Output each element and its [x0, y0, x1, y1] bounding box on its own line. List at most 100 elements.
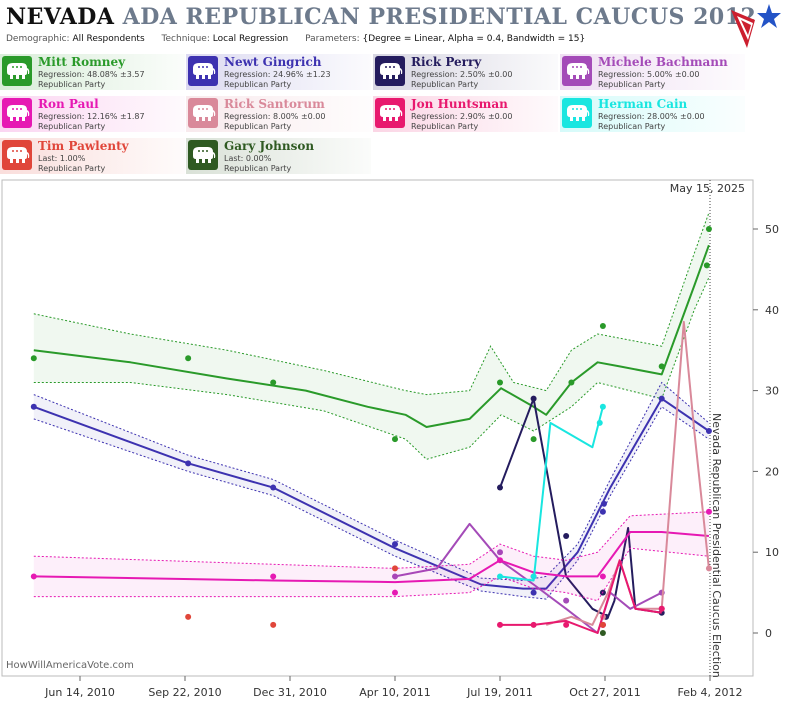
- data-point: [497, 379, 503, 386]
- data-point: [530, 436, 537, 443]
- data-point: [497, 557, 503, 564]
- title-bar: NEVADA ADA REPUBLICAN PRESIDENTIAL CAUCU…: [6, 4, 756, 34]
- candidate-name: Gary Johnson: [224, 139, 315, 153]
- candidate-card[interactable]: Newt Gingrich Regression: 24.96% ±1.23 Rep…: [186, 54, 371, 90]
- title-state: NEVADA: [6, 4, 115, 30]
- data-point: [600, 500, 607, 507]
- candidate-name: Tim Pawlenty: [38, 139, 129, 153]
- site-logo[interactable]: [727, 2, 783, 52]
- y-tick-label: 30: [765, 385, 779, 398]
- data-point: [703, 262, 710, 269]
- data-point: [563, 533, 570, 540]
- candidate-card[interactable]: Herman Cain Regression: 28.00% ±0.00 Repub…: [560, 96, 745, 132]
- candidate-card[interactable]: Michele Bachmann Regression: 5.00% ±0.00 R…: [560, 54, 745, 90]
- data-point: [599, 573, 606, 580]
- candidate-stat: Last: 1.00%: [38, 154, 86, 163]
- candidate-name: Rick Santorum: [224, 97, 325, 111]
- elephant-icon: [2, 98, 32, 128]
- candidate-stat: Regression: 28.00% ±0.00: [598, 112, 705, 121]
- demographic-value[interactable]: All Respondents: [72, 34, 145, 44]
- candidate-name: Herman Cain: [598, 97, 688, 111]
- candidate-card[interactable]: Rick Santorum Regression: 8.00% ±0.00 Repu…: [186, 96, 371, 132]
- y-tick-label: 20: [765, 465, 779, 478]
- x-tick-label: Dec 31, 2010: [253, 686, 327, 699]
- y-tick-label: 50: [765, 223, 779, 236]
- data-point: [658, 395, 665, 402]
- series-line: [394, 522, 663, 634]
- elephant-icon: [188, 56, 218, 86]
- x-tick-label: Sep 22, 2010: [148, 686, 221, 699]
- confidence-band: [33, 212, 709, 460]
- data-point: [270, 573, 277, 580]
- technique-label: Technique:: [161, 34, 210, 44]
- elephant-icon: [375, 98, 405, 128]
- candidate-card[interactable]: Tim Pawlenty Last: 1.00% Republican Party: [0, 138, 185, 174]
- candidate-name: Jon Huntsman: [411, 97, 508, 111]
- candidate-card[interactable]: Gary Johnson Last: 0.00% Republican Party: [186, 138, 371, 174]
- data-point: [705, 428, 712, 434]
- candidate-party: Republican Party: [38, 80, 106, 89]
- parameters-value[interactable]: {Degree = Linear, Alpha = 0.4, Bandwidth…: [362, 34, 586, 44]
- candidate-stat: Regression: 2.90% ±0.00: [411, 112, 513, 121]
- data-point: [599, 508, 606, 515]
- band-upper-line: [33, 511, 709, 569]
- data-point: [530, 621, 537, 628]
- star-logo-icon: [731, 4, 781, 48]
- data-point: [658, 605, 665, 612]
- candidate-card[interactable]: Rick Perry Regression: 2.50% ±0.00 Republi…: [373, 54, 558, 90]
- candidate-party: Republican Party: [598, 122, 666, 131]
- band-lower-line: [33, 406, 710, 600]
- y-tick-label: 0: [765, 627, 772, 640]
- parameters-label: Parameters:: [305, 34, 360, 44]
- elephant-icon: [188, 98, 218, 128]
- chart-area: 0 10 20 30 40 50 Jun 14, 2010 Sep 22, 2010 Dec 3…: [0, 178, 789, 704]
- y-tick-label: 40: [765, 304, 779, 317]
- data-point: [30, 355, 37, 362]
- candidate-card[interactable]: Mitt Romney Regression: 48.08% ±3.57 Repub…: [0, 54, 185, 90]
- data-point: [705, 565, 712, 572]
- band-lower-line: [33, 277, 710, 460]
- candidate-party: Republican Party: [224, 122, 292, 131]
- elephant-icon: [2, 140, 32, 170]
- plot-frame: [1, 179, 754, 677]
- data-point: [599, 630, 606, 636]
- candidate-party: Republican Party: [224, 164, 292, 173]
- data-point: [30, 403, 37, 410]
- elephant-icon: [562, 98, 592, 128]
- candidate-stat: Last: 0.00%: [224, 154, 272, 163]
- data-point: [392, 436, 398, 443]
- data-point: [270, 484, 277, 491]
- data-point: [185, 355, 192, 362]
- data-point: [705, 226, 712, 232]
- candidate-card[interactable]: Jon Huntsman Regression: 2.90% ±0.00 Repub…: [373, 96, 558, 132]
- technique-value[interactable]: Local Regression: [212, 34, 289, 44]
- candidate-stat: Regression: 48.08% ±3.57: [38, 70, 145, 79]
- data-point: [658, 363, 665, 370]
- data-point: [530, 395, 537, 402]
- x-tick-label: Apr 10, 2011: [359, 686, 431, 699]
- data-point: [599, 322, 606, 329]
- credit-label: HowWillAmericaVote.com: [6, 660, 134, 671]
- candidate-party: Republican Party: [411, 80, 479, 89]
- elephant-icon: [562, 56, 592, 86]
- data-point: [392, 573, 398, 580]
- elephant-icon: [2, 56, 32, 86]
- data-point: [270, 379, 277, 386]
- candidate-party: Republican Party: [38, 122, 106, 131]
- page-title: NEVADA ADA REPUBLICAN PRESIDENTIAL CAUCU…: [6, 4, 756, 30]
- candidate-name: Mitt Romney: [38, 55, 126, 69]
- candidate-card[interactable]: Ron Paul Regression: 12.16% ±1.87 Republic…: [0, 96, 185, 132]
- data-point: [568, 379, 575, 386]
- candidate-name: Rick Perry: [411, 55, 482, 69]
- candidate-stat: Regression: 8.00% ±0.00: [224, 112, 326, 121]
- y-tick-label: 10: [765, 546, 779, 559]
- candidate-name: Ron Paul: [38, 97, 99, 111]
- data-point: [705, 508, 712, 515]
- data-point: [563, 621, 570, 628]
- x-tick-label: Jul 19, 2011: [466, 686, 533, 699]
- data-point: [563, 597, 570, 604]
- current-date-label: May 15, 2025: [670, 182, 745, 195]
- data-point: [497, 573, 503, 580]
- data-point: [530, 573, 537, 580]
- series-line: [499, 406, 604, 582]
